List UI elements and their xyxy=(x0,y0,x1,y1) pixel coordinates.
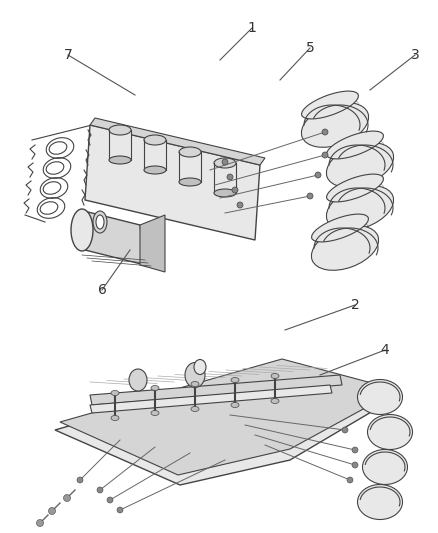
Ellipse shape xyxy=(311,225,378,270)
Circle shape xyxy=(107,497,113,503)
Text: 4: 4 xyxy=(381,343,389,357)
Circle shape xyxy=(315,172,321,178)
Ellipse shape xyxy=(363,449,407,484)
Circle shape xyxy=(97,487,103,493)
Ellipse shape xyxy=(271,374,279,378)
Polygon shape xyxy=(90,375,342,405)
Ellipse shape xyxy=(40,202,58,214)
Ellipse shape xyxy=(357,379,403,415)
Text: 5: 5 xyxy=(306,41,314,55)
Ellipse shape xyxy=(214,158,236,168)
Ellipse shape xyxy=(96,215,104,229)
Bar xyxy=(214,163,236,193)
Ellipse shape xyxy=(179,147,201,157)
Circle shape xyxy=(49,507,56,514)
Ellipse shape xyxy=(46,161,64,174)
Ellipse shape xyxy=(43,182,61,194)
Ellipse shape xyxy=(327,174,383,202)
Circle shape xyxy=(347,477,353,483)
Text: 3: 3 xyxy=(411,48,419,62)
Bar xyxy=(144,140,166,170)
Circle shape xyxy=(64,495,71,502)
Ellipse shape xyxy=(109,125,131,135)
Ellipse shape xyxy=(302,91,358,119)
Ellipse shape xyxy=(194,359,206,375)
Ellipse shape xyxy=(179,178,201,186)
Polygon shape xyxy=(90,385,332,413)
Ellipse shape xyxy=(214,189,236,197)
Circle shape xyxy=(117,507,123,513)
Polygon shape xyxy=(90,118,265,165)
Ellipse shape xyxy=(231,377,239,383)
Bar xyxy=(179,152,201,182)
Ellipse shape xyxy=(271,399,279,403)
Polygon shape xyxy=(60,359,398,475)
Polygon shape xyxy=(55,365,400,485)
Circle shape xyxy=(352,462,358,468)
Circle shape xyxy=(342,427,348,433)
Ellipse shape xyxy=(327,131,383,159)
Ellipse shape xyxy=(151,410,159,416)
Ellipse shape xyxy=(191,407,199,411)
Ellipse shape xyxy=(111,391,119,395)
Circle shape xyxy=(227,174,233,180)
Polygon shape xyxy=(80,210,145,265)
Ellipse shape xyxy=(129,369,147,391)
Ellipse shape xyxy=(93,211,107,233)
Circle shape xyxy=(307,193,313,199)
Circle shape xyxy=(77,477,83,483)
Ellipse shape xyxy=(231,402,239,408)
Ellipse shape xyxy=(367,415,413,449)
Text: 7: 7 xyxy=(64,48,72,62)
Circle shape xyxy=(232,187,238,193)
Bar xyxy=(109,130,131,160)
Circle shape xyxy=(36,520,43,527)
Circle shape xyxy=(322,152,328,158)
Ellipse shape xyxy=(144,135,166,145)
Text: 2: 2 xyxy=(351,298,359,312)
Circle shape xyxy=(237,202,243,208)
Ellipse shape xyxy=(111,416,119,421)
Circle shape xyxy=(322,129,328,135)
Ellipse shape xyxy=(109,156,131,164)
Ellipse shape xyxy=(49,142,67,154)
Ellipse shape xyxy=(311,214,368,242)
Ellipse shape xyxy=(326,143,394,187)
Ellipse shape xyxy=(301,103,369,147)
Polygon shape xyxy=(85,125,260,240)
Ellipse shape xyxy=(144,166,166,174)
Ellipse shape xyxy=(151,385,159,391)
Text: 6: 6 xyxy=(98,283,106,297)
Ellipse shape xyxy=(326,185,394,230)
Ellipse shape xyxy=(357,484,403,520)
Ellipse shape xyxy=(71,209,93,251)
Circle shape xyxy=(222,159,228,165)
Circle shape xyxy=(352,447,358,453)
Ellipse shape xyxy=(191,382,199,386)
Polygon shape xyxy=(140,215,165,272)
Text: 1: 1 xyxy=(247,21,256,35)
Ellipse shape xyxy=(185,362,205,387)
